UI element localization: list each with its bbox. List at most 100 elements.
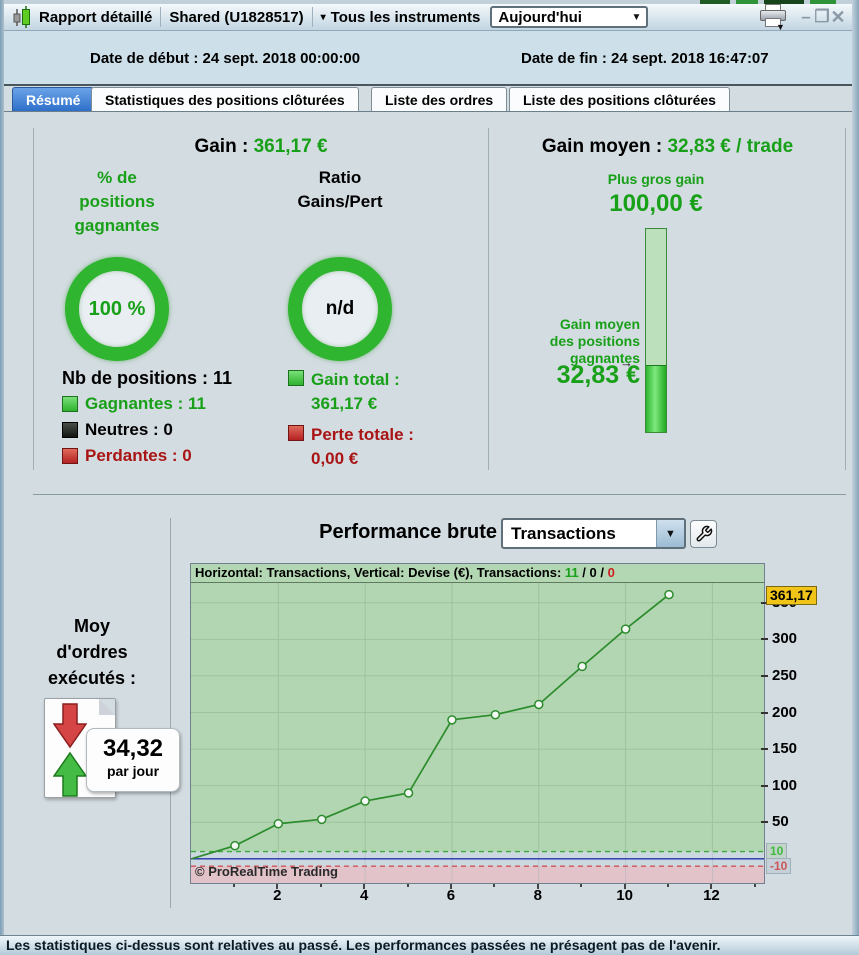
y-axis-tick xyxy=(761,711,768,714)
gain-total-value: 361,17 € xyxy=(311,394,378,413)
chart-box[interactable]: Horizontal: Transactions, Vertical: Devi… xyxy=(190,563,765,884)
up-arrow-icon xyxy=(53,751,87,797)
maximize-button[interactable]: ❐ xyxy=(814,7,830,26)
last-value-badge: 361,17 xyxy=(766,585,817,605)
ratio-value: n/d xyxy=(325,298,355,319)
x-axis-tick xyxy=(363,884,366,889)
red-square-icon xyxy=(62,448,78,464)
green-square-icon xyxy=(62,396,78,412)
x-axis-tick xyxy=(536,884,539,889)
gain-total-row: Gain total : xyxy=(288,370,400,390)
y-axis-tick-label: 250 xyxy=(772,666,798,684)
instrument-filter-menu[interactable]: Tous les instruments xyxy=(330,8,481,26)
date-end-label: Date de fin : 24 sept. 2018 16:47:07 xyxy=(521,50,769,67)
gain-label: Gain : xyxy=(194,136,249,157)
avg-win-value: 32,83 € xyxy=(556,361,640,389)
minimize-button[interactable]: – xyxy=(801,7,811,26)
print-button[interactable]: ▼ xyxy=(758,4,790,32)
chart-plot[interactable] xyxy=(191,583,764,883)
biggest-gain-value: 100,00 € xyxy=(609,190,703,217)
x-axis-tick xyxy=(406,884,409,887)
tab-liste-des-ordres[interactable]: Liste des ordres xyxy=(371,87,508,111)
dropdown-arrow-icon: ▼ xyxy=(631,11,642,23)
losses-count: 0 xyxy=(607,565,615,580)
x-axis-tick-label: 10 xyxy=(616,887,633,904)
avg-orders-panel: Moy d'ordres exécutés : 34,32 par jour xyxy=(14,518,180,908)
avg-orders-label: Moy d'ordres exécutés : xyxy=(47,616,137,688)
status-bar: Les statistiques ci-dessus sont relative… xyxy=(0,935,859,955)
avg-win-label: Gain moyen des positions gagnantes xyxy=(549,316,640,366)
biggest-gain-label: Plus gros gain xyxy=(607,171,705,187)
x-axis-tick xyxy=(667,884,669,887)
legend-winning: Gagnantes : 11 xyxy=(62,394,206,414)
titlebar-separator xyxy=(160,7,162,27)
summary-right-panel xyxy=(489,128,846,470)
nb-positions-label: Nb de positions : 11 xyxy=(62,368,233,388)
orders-per-day-value-box: 34,32 par jour xyxy=(86,728,180,792)
tab-liste-positions-cloturees[interactable]: Liste des positions clôturées xyxy=(509,87,730,111)
legend-neutral: Neutres : 0 xyxy=(62,420,173,440)
x-axis-tick xyxy=(232,884,235,887)
date-start-label: Date de début : 24 sept. 2018 00:00:00 xyxy=(90,50,361,67)
upper-threshold-badge: 10 xyxy=(766,842,788,859)
window-border-right xyxy=(852,0,859,955)
tab-statistiques-positions-cloturees[interactable]: Statistiques des positions clôturées xyxy=(91,87,359,111)
chart-header: Horizontal: Transactions, Vertical: Devi… xyxy=(191,564,764,583)
close-button[interactable]: ✕ xyxy=(830,7,846,27)
red-square-icon xyxy=(288,425,304,441)
neutral-count: 0 xyxy=(589,565,597,580)
account-label: Shared (U1828517) xyxy=(169,8,304,26)
y-axis-tick xyxy=(761,638,768,641)
x-axis-tick xyxy=(449,884,452,889)
performance-chart-area: Horizontal: Transactions, Vertical: Devi… xyxy=(190,563,850,908)
x-axis-tick xyxy=(753,884,756,887)
date-range-header: Date de début : 24 sept. 2018 00:00:00 D… xyxy=(4,31,852,86)
period-dropdown[interactable]: Aujourd'hui ▼ xyxy=(490,6,649,28)
section-divider xyxy=(33,494,846,495)
x-axis-tick-label: 4 xyxy=(359,887,369,904)
print-options-arrow-icon: ▼ xyxy=(776,22,785,32)
y-axis-tick-label: 100 xyxy=(772,776,798,794)
x-axis-tick xyxy=(319,884,322,887)
gain-value: 361,17 € xyxy=(253,136,328,157)
chart-mode-value: Transactions xyxy=(511,523,616,543)
folded-corner-icon xyxy=(99,699,115,715)
pct-winning-gauge: 100 % xyxy=(65,257,169,361)
y-axis-tick-label: 50 xyxy=(772,813,789,831)
y-axis-tick-label: 300 xyxy=(772,630,798,648)
y-axis-tick xyxy=(761,821,768,824)
dropdown-arrow-icon: ▼ xyxy=(656,520,684,547)
wrench-icon xyxy=(696,525,712,542)
x-axis-tick-label: 2 xyxy=(273,887,282,904)
tab-resume[interactable]: Résumé xyxy=(12,87,95,111)
ratio-gauge: n/d xyxy=(288,257,392,361)
avg-gain-bar xyxy=(645,228,667,433)
wins-count: 11 xyxy=(564,565,579,580)
y-axis-tick xyxy=(761,674,768,677)
orders-per-day-unit: par jour xyxy=(106,763,160,779)
gain-moyen-value: 32,83 € / trade xyxy=(667,136,794,157)
gain-heading: Gain : 361,17 € xyxy=(33,136,489,158)
pct-winning-title: % de positions gagnantes xyxy=(74,168,160,235)
black-square-icon xyxy=(62,422,78,438)
ratio-title: Ratio Gains/Pert xyxy=(297,168,383,211)
tab-bar: Résumé Statistiques des positions clôtur… xyxy=(4,86,852,112)
x-axis-tick xyxy=(580,884,583,887)
window-border-left xyxy=(0,0,4,955)
x-axis-tick xyxy=(493,884,496,887)
y-axis-tick xyxy=(761,601,768,604)
y-axis-tick xyxy=(761,784,768,787)
chart-mode-dropdown[interactable]: Transactions ▼ xyxy=(501,518,686,549)
chevron-down-icon: ▾ xyxy=(320,11,326,23)
arrow-right-icon: → xyxy=(620,355,633,370)
chart-settings-button[interactable] xyxy=(690,520,717,548)
y-axis-tick-label: 150 xyxy=(772,740,798,758)
perte-totale-value: 0,00 € xyxy=(311,449,359,468)
x-axis-tick-label: 12 xyxy=(703,887,720,904)
legend-losing: Perdantes : 0 xyxy=(62,446,192,466)
y-axis-tick xyxy=(761,748,768,751)
green-square-icon xyxy=(288,370,304,386)
summary-left-panel xyxy=(33,128,489,470)
x-axis-tick-label: 8 xyxy=(533,887,542,904)
title-bar: Rapport détaillé Shared (U1828517) ▾ Tou… xyxy=(4,4,852,32)
